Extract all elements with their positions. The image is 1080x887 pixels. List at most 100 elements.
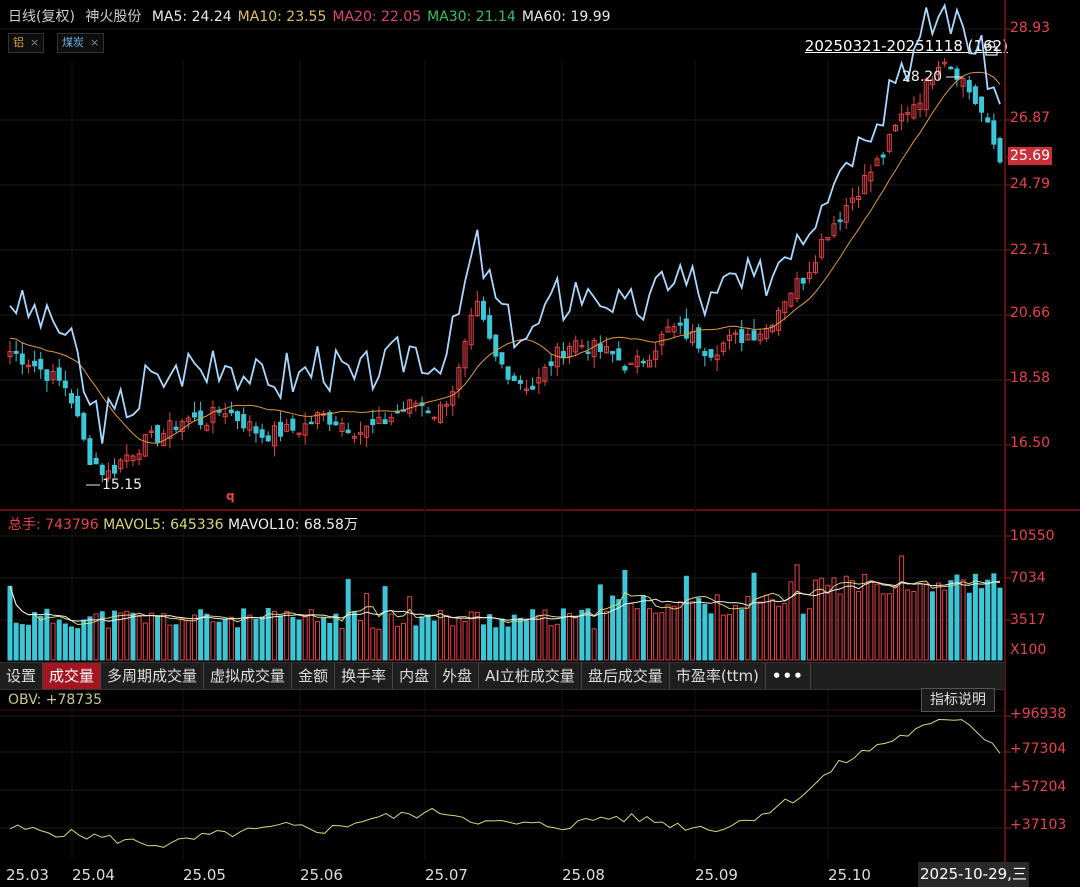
candle-down: [81, 412, 87, 440]
volume-bar-down: [32, 611, 38, 661]
candle-up: [388, 416, 394, 423]
volume-bar-up: [357, 620, 363, 661]
tag-aluminum[interactable]: 铝 ×: [8, 33, 45, 53]
volume-bar-up: [136, 616, 142, 661]
event-marker[interactable]: q: [226, 489, 235, 503]
tab-7[interactable]: 外盘: [436, 663, 480, 689]
volume-bar-up: [93, 613, 99, 661]
volume-bar-down: [683, 575, 689, 661]
volume-bar-up: [548, 625, 554, 661]
price-tick: 22.71: [1010, 242, 1051, 258]
tab-1[interactable]: 成交量: [43, 663, 102, 689]
candle-up: [357, 432, 363, 435]
candle-up: [794, 278, 800, 300]
candle-down: [19, 353, 25, 365]
volume-bar-up: [917, 583, 923, 661]
candle-down: [308, 421, 314, 425]
volume-bar-up: [591, 628, 597, 661]
tab-9[interactable]: 盘后成交量: [582, 663, 670, 689]
candle-down: [87, 438, 93, 465]
candle-up: [130, 455, 136, 462]
candle-down: [99, 464, 105, 476]
price-tick: 18.58: [1010, 370, 1051, 386]
candle-up: [296, 432, 302, 436]
volume-bar-up: [161, 613, 167, 661]
close-icon[interactable]: ×: [90, 36, 100, 49]
candle-down: [979, 96, 985, 113]
candle-up: [573, 340, 579, 353]
candle-up: [302, 423, 308, 436]
volume-bar-up: [284, 610, 290, 661]
volume-bar-up: [653, 612, 659, 661]
tab-3[interactable]: 虚拟成交量: [204, 663, 293, 689]
lock-icon[interactable]: [984, 40, 1000, 56]
volume-bar-down: [929, 591, 935, 661]
tab-4[interactable]: 金额: [292, 663, 336, 689]
volume-bar-up: [314, 621, 320, 661]
tab-2[interactable]: 多周期成交量: [101, 663, 205, 689]
date-tick: 25.07: [425, 866, 468, 884]
candle-up: [653, 350, 659, 360]
volume-bar-down: [81, 619, 87, 661]
volume-bar-down: [966, 592, 972, 661]
tab-8[interactable]: AI立桩成交量: [479, 663, 582, 689]
volume-bar-down: [425, 614, 431, 661]
date-tick: 25.09: [695, 866, 738, 884]
candle-up: [437, 404, 443, 424]
volume-bar-down: [241, 608, 247, 661]
tab-0[interactable]: 设置: [0, 663, 44, 689]
volume-bar-down: [480, 624, 486, 661]
volume-bar-down: [524, 620, 530, 661]
price-tick: 20.66: [1010, 305, 1051, 321]
candle-down: [370, 418, 376, 426]
volume-bar-down: [216, 621, 222, 661]
candle-down: [493, 334, 499, 357]
tab-6[interactable]: 内盘: [393, 663, 437, 689]
volume-bar-down: [431, 620, 437, 661]
volume-bar-down: [948, 580, 954, 661]
tab-10[interactable]: 市盈率(ttm): [670, 663, 766, 689]
volume-bar-up: [567, 613, 573, 661]
candle-down: [155, 425, 161, 443]
more-tabs-button[interactable]: •••: [766, 663, 811, 689]
close-icon[interactable]: ×: [30, 36, 40, 49]
candle-down: [640, 360, 646, 364]
tab-5[interactable]: 换手率: [335, 663, 394, 689]
candle-up: [204, 424, 210, 431]
volume-bar-up: [936, 582, 942, 661]
candle-up: [819, 239, 825, 258]
candle-down: [13, 350, 19, 354]
candle-up: [284, 423, 290, 432]
candle-up: [647, 359, 653, 368]
candle-up: [50, 370, 56, 381]
volume-bar-up: [474, 611, 480, 661]
volume-bar-down: [419, 616, 425, 661]
candle-down: [991, 120, 997, 145]
volume-bar-up: [905, 589, 911, 661]
indicator-explain-button[interactable]: 指标说明: [921, 688, 995, 712]
date-range[interactable]: 20250321-20251118 (162): [804, 37, 1008, 55]
candle-down: [93, 457, 99, 465]
volume-bar-down: [25, 624, 31, 661]
volume-bar-up: [401, 622, 407, 661]
volume-bar-up: [628, 602, 634, 661]
candle-down: [345, 429, 351, 434]
volume-bar-down: [130, 612, 136, 661]
volume-bar-up: [757, 601, 763, 661]
volume-bar-up: [124, 610, 130, 661]
candle-up: [843, 205, 849, 223]
candle-down: [259, 429, 265, 438]
volume-bar-down: [579, 609, 585, 661]
volume-bar-down: [296, 619, 302, 661]
tag-coal[interactable]: 煤炭 ×: [57, 33, 105, 53]
volume-bar-down: [198, 609, 204, 661]
candle-up: [591, 339, 597, 358]
volume-bar-down: [487, 614, 493, 661]
candle-down: [751, 330, 757, 341]
volume-bar-down: [696, 597, 702, 661]
volume-bar-down: [204, 613, 210, 661]
volume-bar-up: [892, 586, 898, 661]
volume-bar-down: [259, 616, 265, 661]
volume-bar-down: [597, 584, 603, 661]
